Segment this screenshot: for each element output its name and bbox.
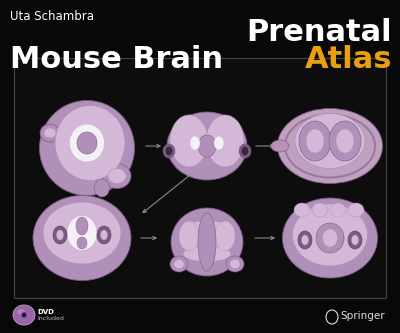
Ellipse shape: [180, 221, 234, 239]
Ellipse shape: [282, 198, 378, 278]
Ellipse shape: [174, 259, 184, 268]
Ellipse shape: [198, 135, 216, 157]
Ellipse shape: [271, 140, 289, 152]
Ellipse shape: [22, 312, 26, 317]
Ellipse shape: [53, 226, 67, 244]
Ellipse shape: [239, 144, 251, 158]
Ellipse shape: [206, 115, 244, 167]
Ellipse shape: [166, 147, 172, 155]
Text: Atlas: Atlas: [304, 45, 392, 74]
Ellipse shape: [322, 229, 338, 247]
Ellipse shape: [190, 136, 200, 150]
Ellipse shape: [294, 203, 310, 217]
Ellipse shape: [183, 246, 231, 261]
Ellipse shape: [348, 203, 364, 217]
Text: Uta Schambra: Uta Schambra: [10, 10, 94, 23]
Ellipse shape: [77, 237, 87, 249]
Ellipse shape: [171, 208, 243, 276]
Ellipse shape: [302, 235, 308, 245]
Ellipse shape: [163, 144, 175, 158]
Ellipse shape: [94, 179, 110, 197]
Ellipse shape: [13, 305, 35, 325]
Ellipse shape: [67, 215, 97, 250]
Text: DVD: DVD: [37, 309, 54, 315]
Ellipse shape: [214, 136, 224, 150]
Ellipse shape: [77, 132, 97, 154]
Bar: [14, 58, 386, 298]
Text: Mouse Brain: Mouse Brain: [10, 45, 234, 74]
Ellipse shape: [76, 217, 88, 235]
Ellipse shape: [108, 168, 126, 183]
Ellipse shape: [242, 147, 248, 155]
Ellipse shape: [40, 101, 134, 195]
Text: Prenatal: Prenatal: [246, 18, 392, 47]
Ellipse shape: [329, 121, 361, 161]
Ellipse shape: [299, 121, 331, 161]
Ellipse shape: [103, 164, 131, 188]
Text: Springer: Springer: [340, 311, 385, 321]
Ellipse shape: [278, 109, 382, 183]
Ellipse shape: [40, 124, 60, 142]
Ellipse shape: [33, 195, 131, 280]
Ellipse shape: [17, 309, 25, 315]
Ellipse shape: [43, 202, 121, 264]
Ellipse shape: [336, 129, 354, 153]
Ellipse shape: [348, 231, 362, 249]
Text: included: included: [37, 315, 64, 320]
Ellipse shape: [330, 203, 346, 217]
Ellipse shape: [170, 115, 208, 167]
Ellipse shape: [55, 106, 125, 180]
Ellipse shape: [182, 234, 232, 250]
Ellipse shape: [306, 129, 324, 153]
Ellipse shape: [230, 259, 240, 268]
Ellipse shape: [56, 230, 64, 240]
Ellipse shape: [100, 230, 108, 240]
Ellipse shape: [97, 226, 111, 244]
Ellipse shape: [167, 112, 247, 180]
Ellipse shape: [352, 235, 358, 245]
Ellipse shape: [70, 124, 104, 162]
Ellipse shape: [179, 221, 199, 251]
Ellipse shape: [170, 256, 188, 272]
Ellipse shape: [298, 231, 312, 249]
Ellipse shape: [44, 128, 56, 138]
Ellipse shape: [312, 203, 328, 217]
Ellipse shape: [198, 213, 216, 271]
Ellipse shape: [292, 204, 368, 266]
Ellipse shape: [295, 114, 365, 168]
Ellipse shape: [316, 223, 344, 253]
Ellipse shape: [215, 221, 235, 251]
Ellipse shape: [226, 256, 244, 272]
